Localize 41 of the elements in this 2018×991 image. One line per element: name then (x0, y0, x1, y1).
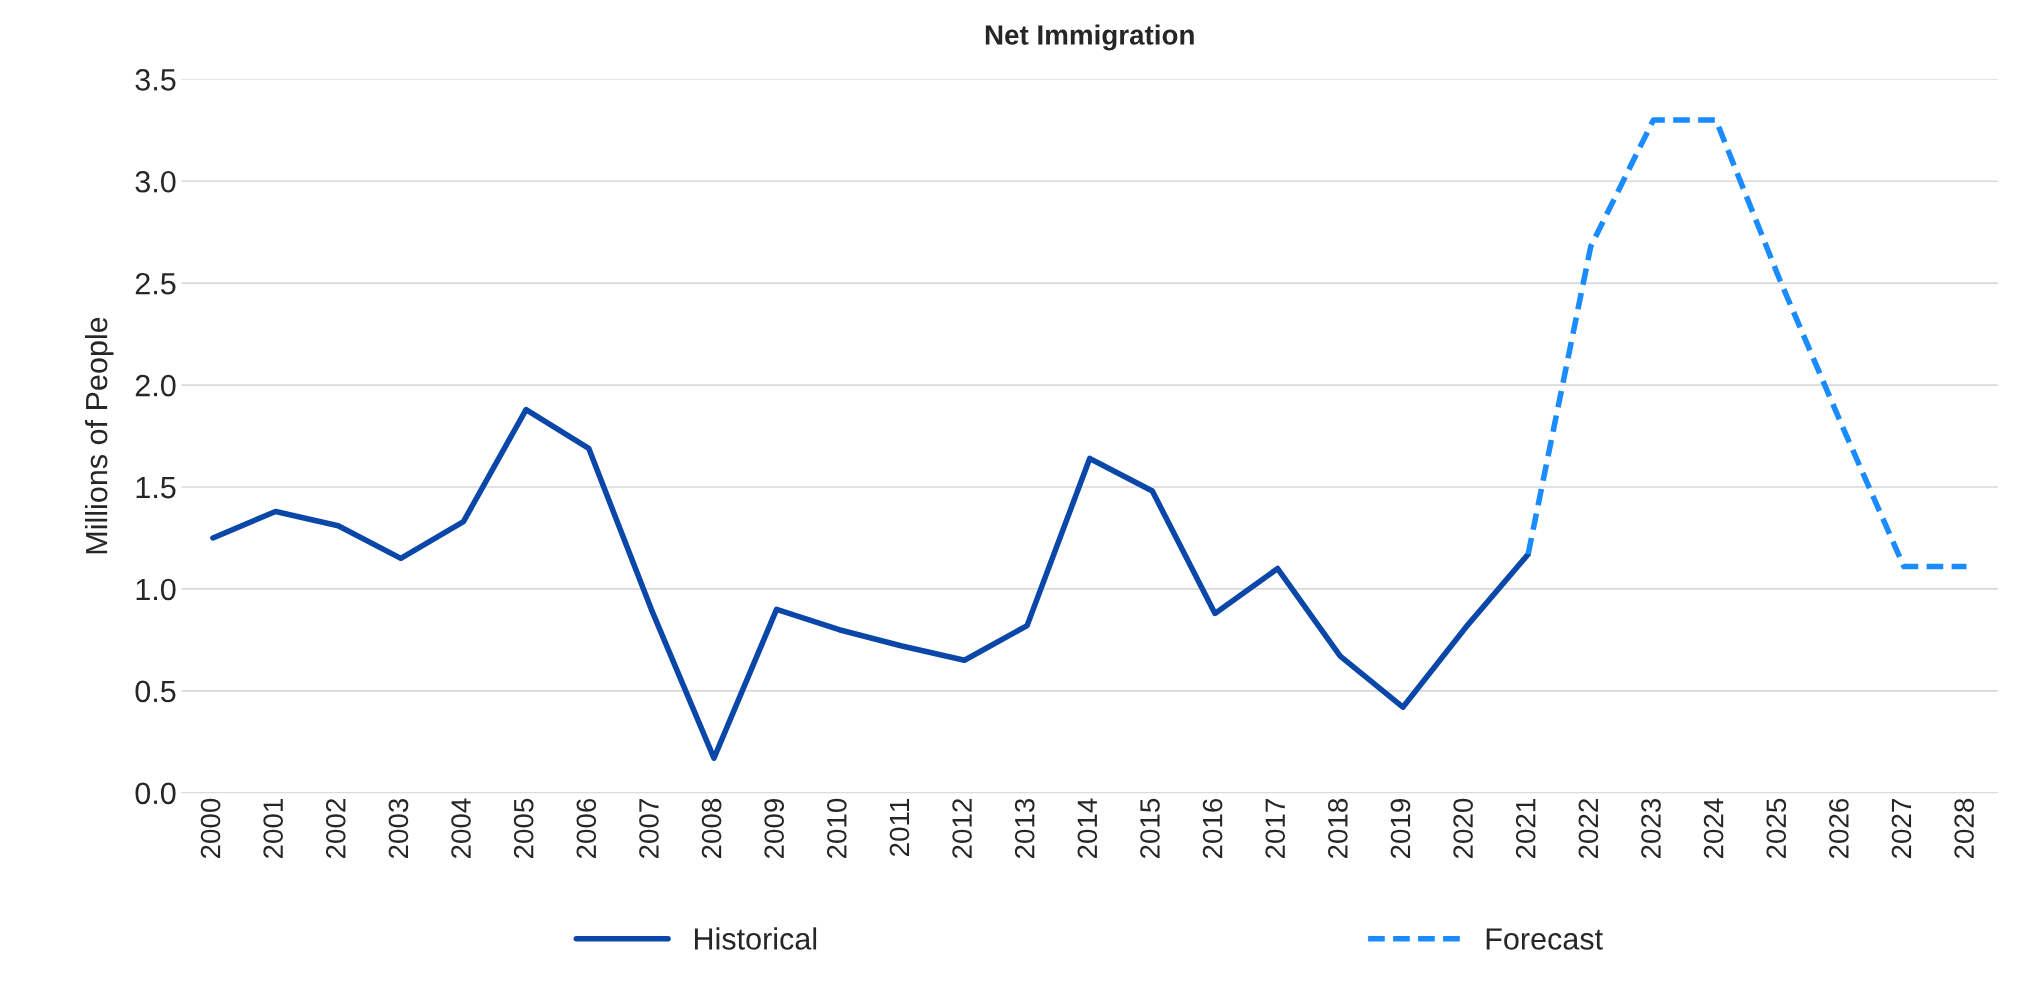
x-tick-label: 2022 (1578, 799, 1599, 859)
legend-label: Historical (694, 927, 817, 950)
x-tick-label: 2021 (1515, 799, 1536, 859)
legend-label: Forecast (1486, 928, 1603, 950)
x-tick-label: 2014 (1077, 798, 1098, 859)
x-tick-label: 2002 (325, 799, 346, 859)
y-tick-label: 0.0 (135, 782, 176, 805)
x-tick-label: 2011 (889, 799, 910, 856)
x-tick-label: 2000 (200, 798, 221, 859)
x-tick-label: 2007 (639, 799, 659, 859)
x-tick-label: 2018 (1328, 798, 1348, 859)
x-tick-label: 2010 (827, 798, 847, 859)
x-tick-label: 2006 (576, 798, 597, 859)
x-tick-label: 2024 (1703, 798, 1724, 859)
y-axis-title: Millions of People (84, 317, 114, 554)
x-tick-label: 2017 (1265, 799, 1286, 859)
x-tick-label: 2020 (1453, 798, 1473, 859)
x-tick-label: 2012 (952, 799, 972, 859)
x-tick-label: 2003 (388, 798, 409, 859)
x-tick-label: 2023 (1641, 798, 1661, 859)
x-tick-label: 2005 (513, 798, 534, 859)
x-tick-label: 2028 (1954, 798, 1974, 859)
y-tick-label: 3.0 (135, 170, 176, 193)
chart-title: Net Immigration (985, 24, 1194, 51)
y-tick-label: 0.5 (135, 680, 176, 703)
x-tick-label: 2026 (1829, 798, 1849, 859)
y-tick-label: 1.5 (136, 477, 176, 499)
x-tick-label: 2001 (263, 799, 284, 859)
x-tick-label: 2025 (1766, 798, 1787, 859)
x-tick-label: 2008 (701, 798, 722, 859)
x-tick-label: 2016 (1202, 798, 1223, 859)
y-tick-label: 2.0 (135, 374, 176, 397)
x-tick-label: 2027 (1891, 799, 1912, 859)
y-tick-label: 1.0 (136, 578, 176, 601)
x-tick-label: 2013 (1014, 798, 1035, 859)
x-tick-label: 2004 (451, 798, 471, 859)
y-tick-label: 3.5 (135, 69, 176, 91)
x-tick-label: 2009 (764, 798, 785, 859)
x-tick-label: 2015 (1140, 798, 1160, 859)
y-tick-label: 2.5 (135, 272, 176, 295)
x-tick-label: 2019 (1390, 798, 1411, 859)
